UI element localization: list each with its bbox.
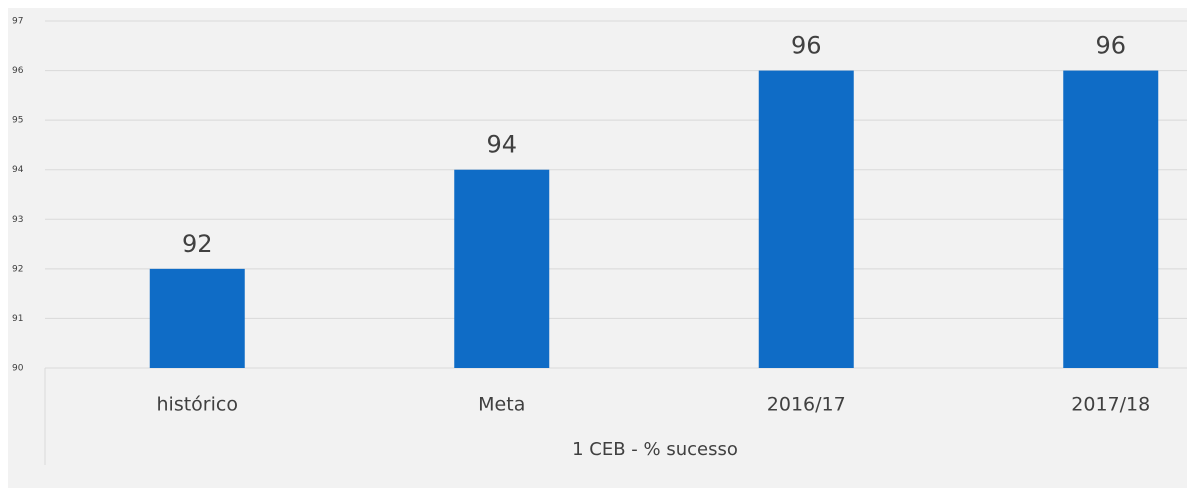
bar <box>758 70 854 369</box>
chart-background <box>8 8 1187 488</box>
x-tick-label: histórico <box>157 394 238 416</box>
data-label: 96 <box>791 32 822 60</box>
data-label: 92 <box>182 230 213 258</box>
y-tick-label: 96 <box>12 66 24 76</box>
bar <box>454 169 550 368</box>
y-tick-label: 91 <box>12 314 23 324</box>
y-tick-label: 94 <box>12 165 24 175</box>
x-tick-label: Meta <box>478 394 525 416</box>
y-tick-label: 93 <box>12 215 23 225</box>
x-tick-label: 2017/18 <box>1071 394 1150 416</box>
y-tick-label: 92 <box>12 264 23 274</box>
bar <box>149 268 245 368</box>
x-axis-title: 1 CEB - % sucesso <box>572 439 738 460</box>
y-tick-label: 90 <box>12 364 24 374</box>
x-tick-label: 2016/17 <box>767 394 846 416</box>
data-label: 96 <box>1095 32 1126 60</box>
bar <box>1063 70 1159 369</box>
data-label: 94 <box>486 131 517 159</box>
y-tick-label: 95 <box>12 116 23 126</box>
y-tick-label: 97 <box>12 17 23 27</box>
